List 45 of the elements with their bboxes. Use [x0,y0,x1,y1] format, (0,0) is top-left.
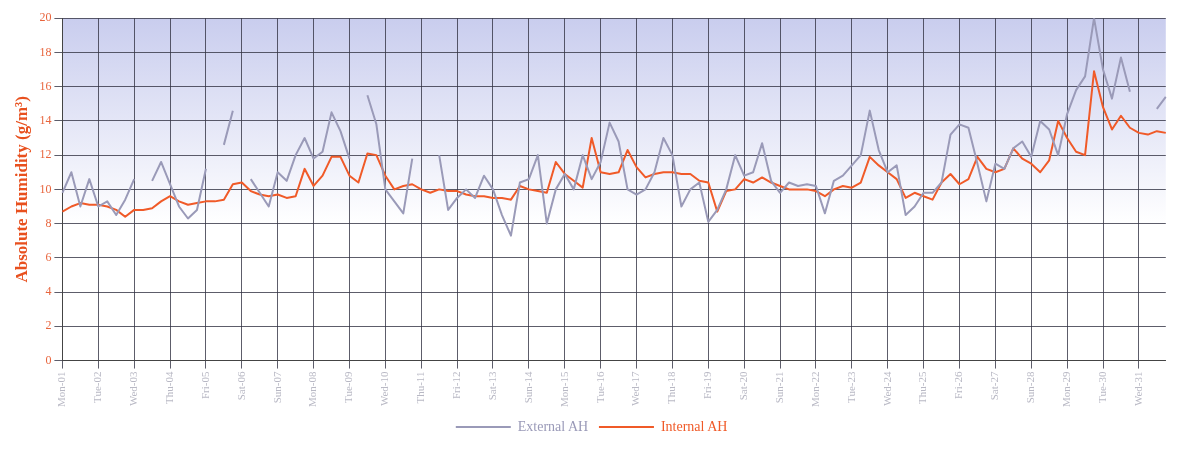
x-tick-label: Thu-04 [162,371,175,404]
x-tick-label: Sat-06 [234,371,247,401]
x-tick-label: Thu-11 [414,371,427,404]
x-tick-label: Sun-14 [521,371,534,404]
x-tick-label: Wed-17 [629,371,642,407]
x-tick-label: Mon-15 [557,371,570,408]
x-tick-label: Wed-03 [127,371,140,407]
y-tick-label: 16 [39,78,52,93]
x-tick-label: Mon-01 [55,371,68,408]
x-tick-label: Tue-30 [1095,371,1108,403]
y-tick-label: 4 [45,284,52,299]
y-tick-label: 6 [45,250,52,265]
x-tick-label: Thu-18 [665,371,678,404]
x-tick-label: Mon-29 [1060,371,1073,408]
x-tick-label: Fri-26 [952,371,965,400]
y-axis-title: Absolute Humidity (g/m³) [11,96,31,283]
legend-label: Internal AH [660,418,728,434]
x-tick-label: Sun-07 [270,371,283,404]
x-tick-label: Tue-16 [593,371,606,403]
x-tick-label: Tue-02 [91,371,104,403]
x-tick-label: Mon-08 [306,371,319,408]
y-tick-label: 14 [39,113,52,128]
x-tick-label: Wed-24 [880,371,893,407]
y-tick-label: 2 [45,318,52,333]
y-tick-label: 18 [39,44,52,59]
y-tick-label: 10 [39,181,52,196]
x-tick-label: Wed-10 [378,371,391,407]
x-tick-label: Fri-05 [198,371,211,400]
x-tick-label: Fri-19 [701,371,714,400]
y-tick-label: 0 [45,352,52,367]
y-tick-label: 20 [39,10,52,25]
x-tick-label: Sat-13 [485,371,498,401]
x-tick-label: Fri-12 [450,371,462,400]
legend-label: External AH [517,418,589,434]
y-tick-label: 8 [45,215,52,230]
y-tick-label: 12 [39,147,52,162]
x-tick-label: Thu-25 [916,371,929,404]
x-tick-label: Sat-27 [988,371,1001,401]
x-tick-label: Sun-28 [1024,371,1037,404]
x-tick-label: Sun-21 [772,371,785,404]
x-tick-label: Mon-22 [808,371,821,408]
x-tick-label: Sat-20 [737,371,750,401]
x-tick-label: Tue-09 [342,371,355,403]
x-tick-label: Wed-31 [1131,371,1144,407]
x-tick-label: Tue-23 [844,371,857,403]
